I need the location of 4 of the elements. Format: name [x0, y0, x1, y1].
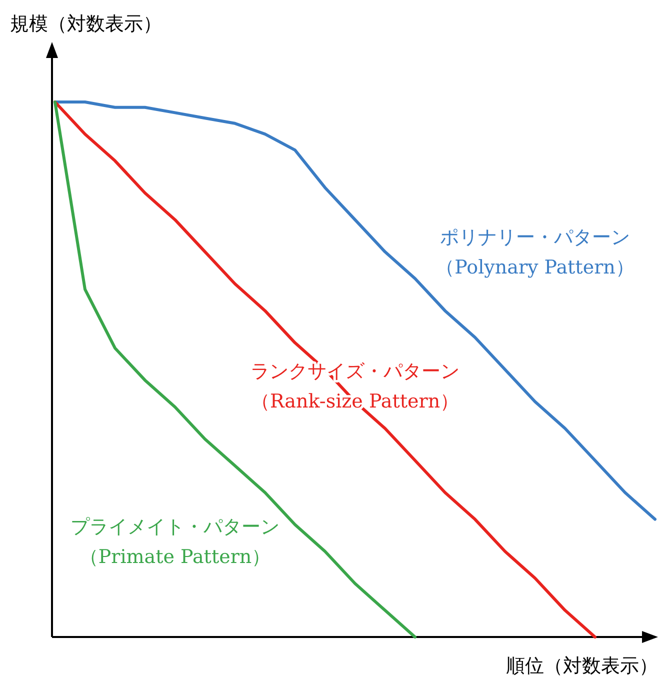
y-axis-title: 規模（対数表示）	[10, 13, 162, 35]
series-label: プライメイト・パターン（Primate Pattern）	[70, 516, 280, 568]
series-label: ポリナリー・パターン（Polynary Pattern）	[436, 226, 634, 279]
x-axis-title: 順位（対数表示）	[506, 655, 658, 677]
